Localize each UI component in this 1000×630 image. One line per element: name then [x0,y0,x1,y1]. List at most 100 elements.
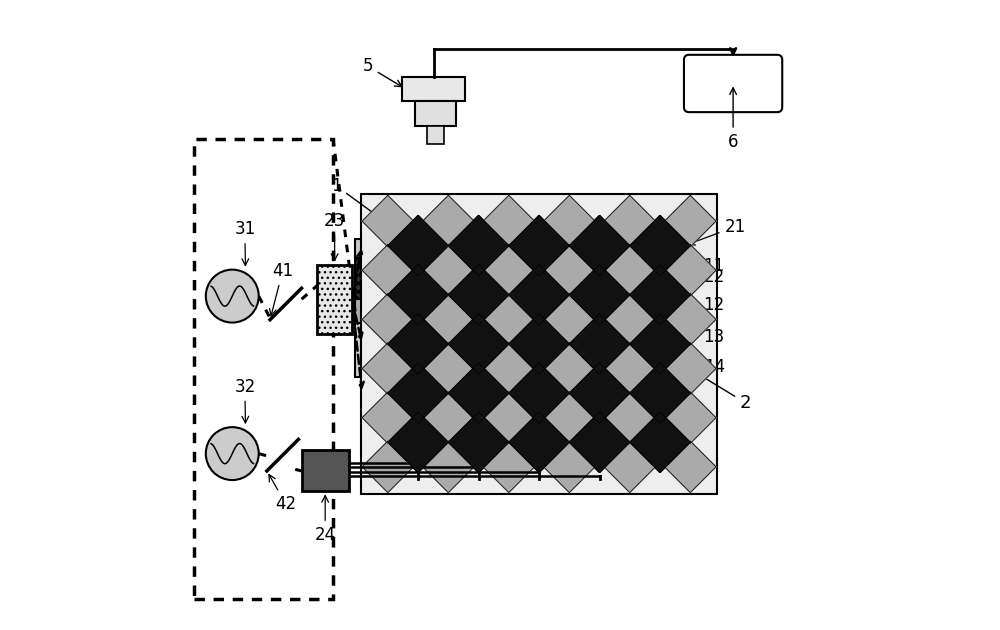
Bar [402,77,465,101]
Polygon shape [665,294,716,345]
Polygon shape [448,265,509,325]
Polygon shape [483,244,535,296]
Polygon shape [483,195,535,247]
Polygon shape [388,215,448,276]
Polygon shape [362,294,414,345]
Polygon shape [448,314,509,374]
Polygon shape [362,441,414,493]
Bar [355,299,670,323]
Text: 13: 13 [678,328,725,347]
Polygon shape [423,195,474,247]
Bar [317,265,352,334]
Polygon shape [630,363,690,423]
Polygon shape [665,244,716,296]
Polygon shape [509,412,569,472]
Polygon shape [604,244,655,296]
Text: 42: 42 [269,474,296,513]
Polygon shape [544,441,595,493]
Polygon shape [448,215,509,276]
Polygon shape [509,363,569,423]
Text: 21: 21 [688,218,746,245]
Polygon shape [362,343,414,394]
Polygon shape [423,392,474,444]
Polygon shape [665,392,716,444]
Polygon shape [569,314,630,374]
Polygon shape [544,244,595,296]
Polygon shape [423,441,474,493]
Polygon shape [483,294,535,345]
Text: 23: 23 [324,212,345,260]
Polygon shape [448,314,509,374]
Polygon shape [388,265,448,325]
Polygon shape [362,195,414,247]
Polygon shape [362,392,414,444]
Polygon shape [509,412,569,472]
Polygon shape [544,343,595,394]
Polygon shape [388,265,448,325]
Polygon shape [630,215,690,276]
Polygon shape [569,363,630,423]
Text: 12: 12 [678,296,725,314]
Polygon shape [483,392,535,444]
Text: 14: 14 [678,358,725,376]
Polygon shape [604,343,655,394]
Polygon shape [509,215,569,276]
Polygon shape [362,244,414,296]
Polygon shape [423,244,474,296]
Bar [194,139,333,598]
Polygon shape [569,363,630,423]
Polygon shape [544,244,595,296]
Polygon shape [604,392,655,444]
Polygon shape [544,195,595,247]
Polygon shape [448,265,509,325]
Polygon shape [362,244,414,296]
Text: 22: 22 [657,268,725,285]
Polygon shape [362,441,414,493]
Polygon shape [604,195,655,247]
Polygon shape [569,215,630,276]
Polygon shape [388,314,448,374]
Polygon shape [544,294,595,345]
Polygon shape [569,265,630,325]
Polygon shape [388,314,448,374]
Polygon shape [483,244,535,296]
Polygon shape [630,412,690,472]
Polygon shape [665,441,716,493]
Text: 2: 2 [685,366,751,412]
Polygon shape [423,195,474,247]
Polygon shape [423,441,474,493]
Polygon shape [665,441,716,493]
Polygon shape [483,441,535,493]
Polygon shape [362,294,414,345]
Bar [415,101,456,126]
Polygon shape [604,441,655,493]
Text: 11: 11 [678,257,725,275]
Polygon shape [544,343,595,394]
Text: 31: 31 [234,220,255,265]
Polygon shape [362,195,414,247]
Polygon shape [423,294,474,345]
Polygon shape [448,363,509,423]
Polygon shape [388,363,448,423]
Polygon shape [483,343,535,394]
Polygon shape [665,195,716,247]
Polygon shape [630,314,690,374]
Polygon shape [362,343,414,394]
Polygon shape [423,294,474,345]
Polygon shape [423,244,474,296]
Polygon shape [604,343,655,394]
Polygon shape [483,392,535,444]
Polygon shape [448,412,509,472]
Polygon shape [665,343,716,394]
Polygon shape [665,343,716,394]
Bar [355,258,670,299]
Polygon shape [362,392,414,444]
Polygon shape [388,412,448,472]
Text: 5: 5 [362,57,402,86]
Bar [355,239,670,258]
Circle shape [206,270,259,323]
Polygon shape [665,195,716,247]
Polygon shape [544,294,595,345]
Polygon shape [388,363,448,423]
Polygon shape [388,412,448,472]
